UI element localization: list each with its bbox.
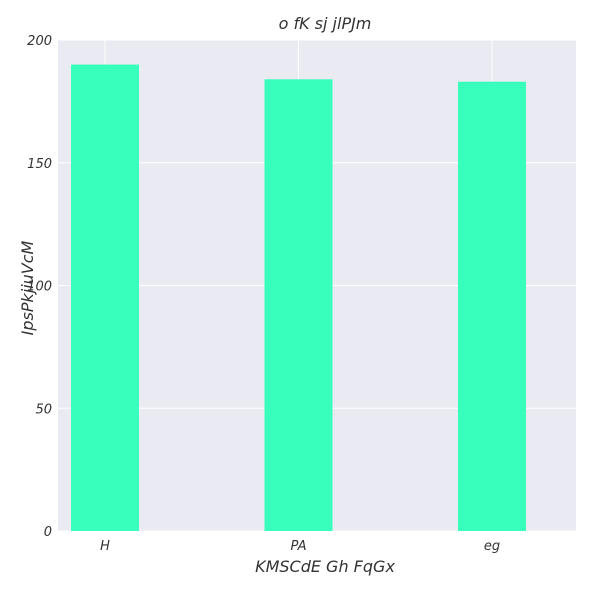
y-tick-label: 0 [44, 525, 52, 540]
y-tick-label: 200 [27, 34, 52, 49]
bar-H [71, 64, 139, 532]
y-tick-label: 100 [27, 280, 52, 295]
y-tick-labels: 0 50 100 150 200 [27, 34, 52, 540]
x-tick-label: H [100, 539, 110, 554]
bar-eg [458, 81, 526, 532]
y-axis-label: IpsPkjiuVcM [18, 240, 37, 335]
bars [71, 64, 526, 532]
x-tick-labels: H PA eg [100, 539, 500, 554]
y-tick-label: 150 [27, 157, 52, 172]
x-axis-label: KMSCdE Gh FqGx [255, 557, 395, 576]
bar-PA [264, 79, 333, 531]
chart-title: o fK sj jlPJm [279, 14, 372, 33]
y-tick-label: 50 [35, 402, 52, 417]
x-tick-label: eg [484, 539, 500, 554]
x-tick-label: PA [290, 539, 306, 554]
